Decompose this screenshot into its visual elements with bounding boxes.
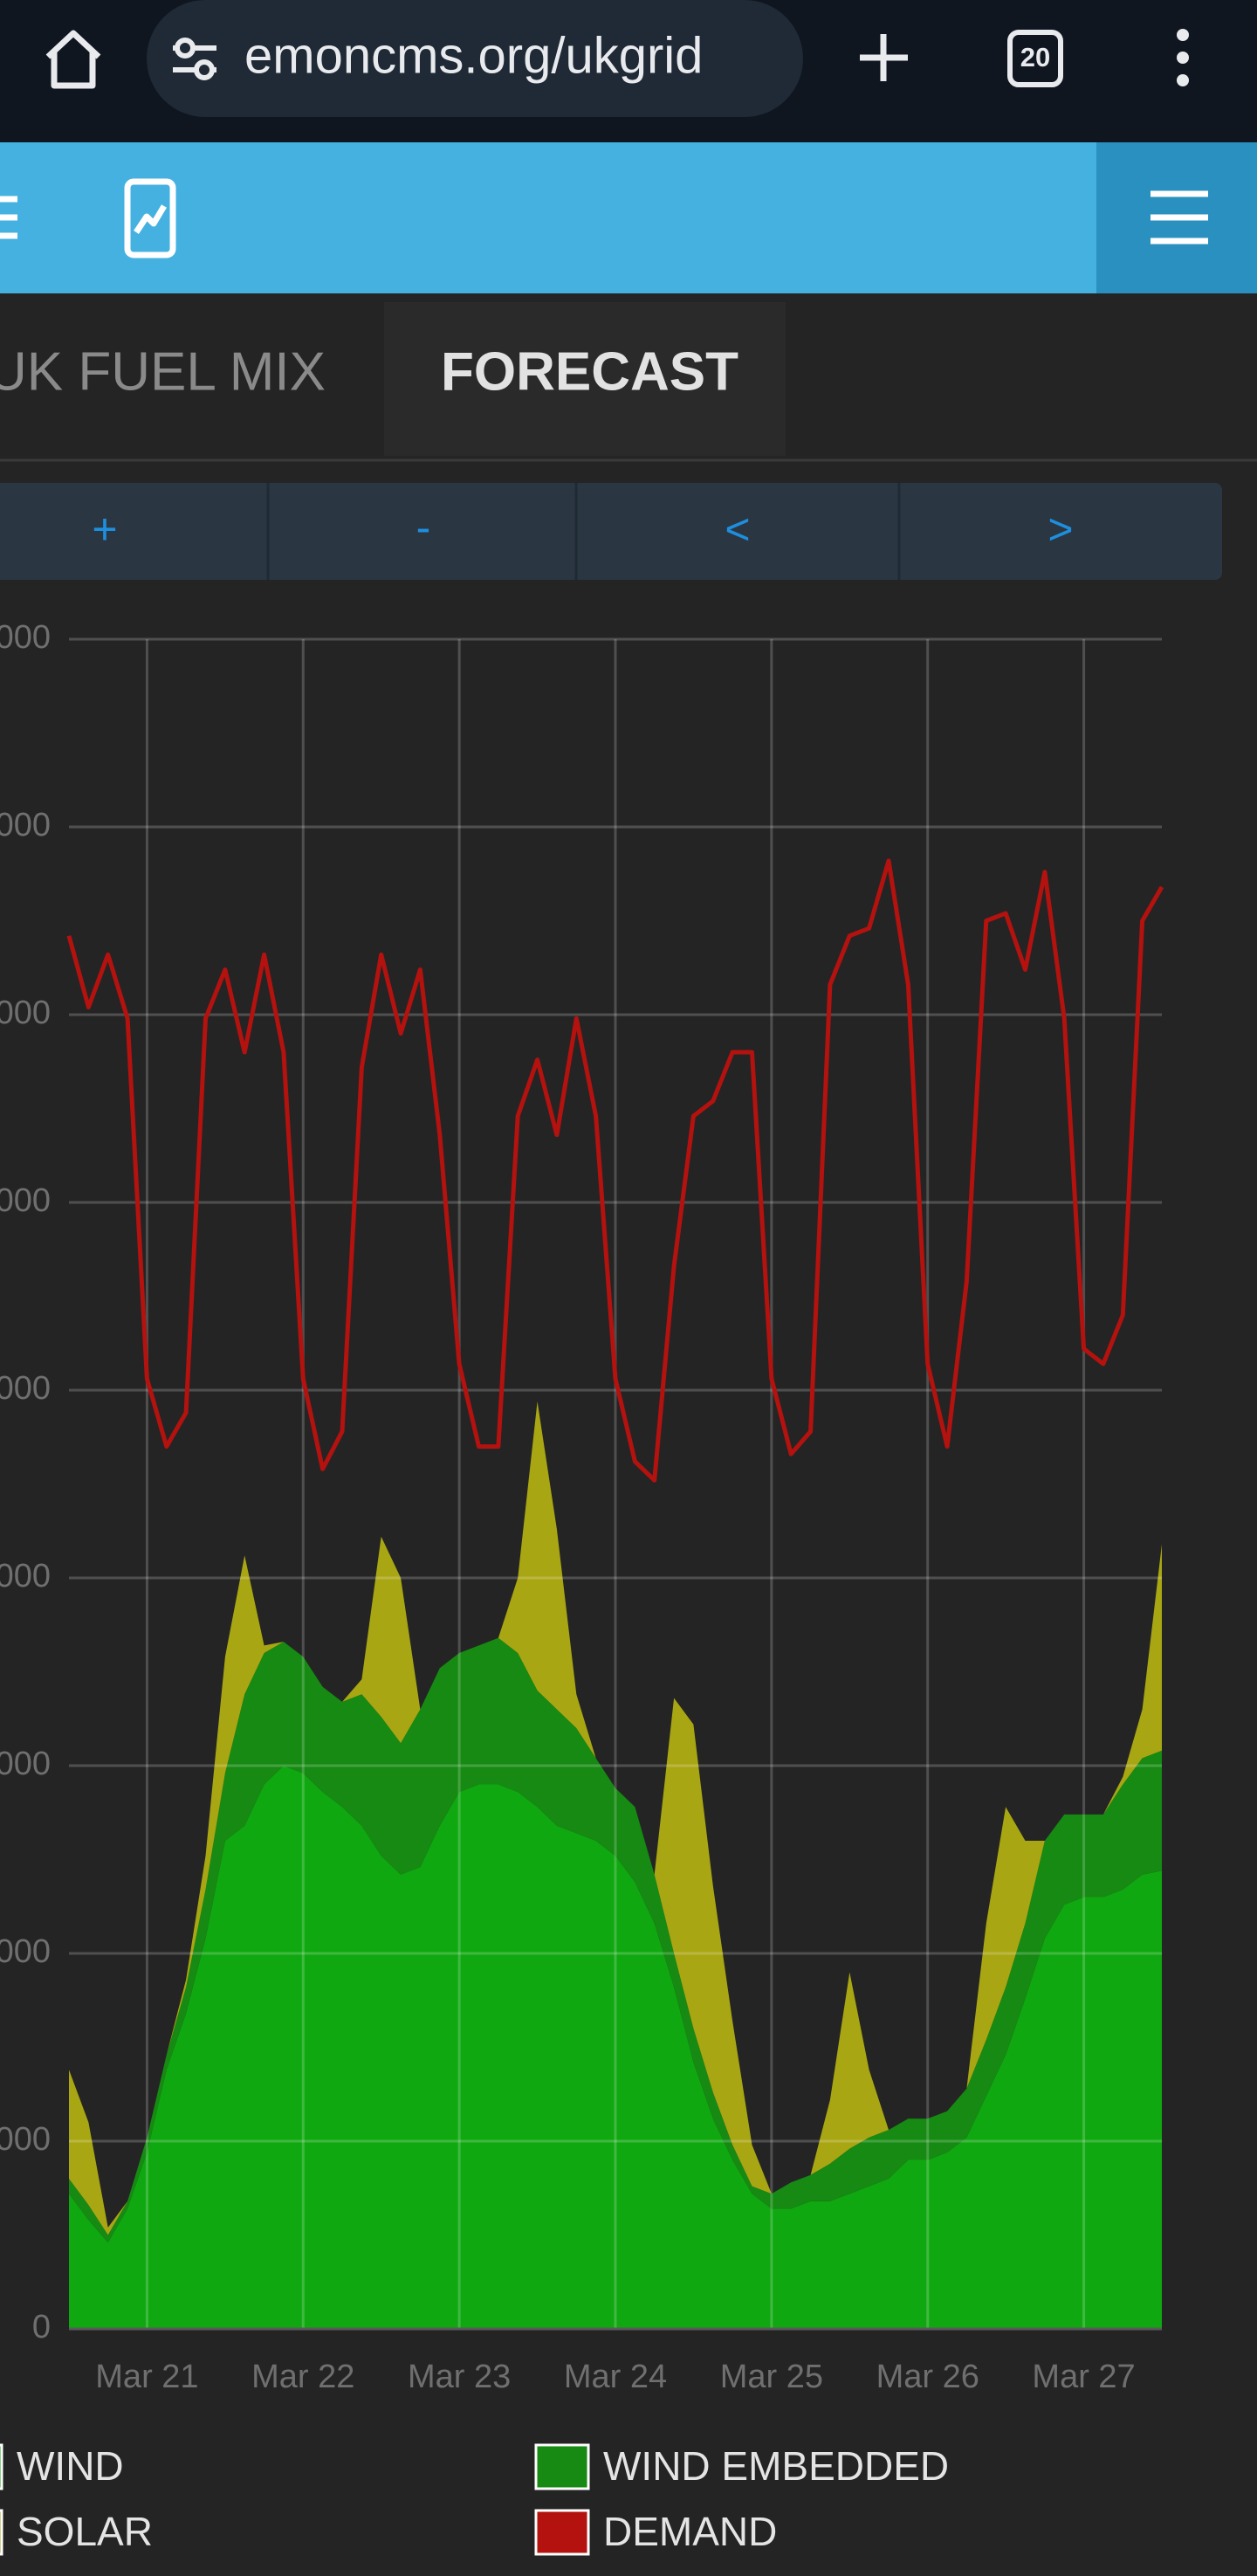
y-tick-label: 30000 [0, 1182, 51, 1219]
y-tick-label: 5000 [0, 2121, 51, 2158]
zoom-out-button[interactable]: - [416, 503, 431, 552]
chart: 0 5000 10000 15000 20000 25000 30000 35000 40000… [0, 619, 1164, 2556]
legend-swatch [534, 2509, 590, 2556]
x-tick-label: Mar 26 [876, 2359, 979, 2395]
pan-left-button[interactable]: < [725, 505, 750, 554]
active-tab[interactable] [384, 302, 786, 456]
tab[interactable]: UK FUEL MIX [0, 341, 326, 402]
y-tick-label: 40000 [0, 807, 51, 844]
menu-icon [1151, 190, 1208, 245]
area [69, 1766, 1162, 2329]
new-tab-button[interactable] [860, 34, 908, 81]
y-tick-label: 35000 [0, 995, 51, 1031]
tab[interactable]: FORECAST [441, 341, 738, 402]
x-tick-label: Mar 27 [1032, 2359, 1135, 2395]
y-tick-label: 0 [32, 2309, 51, 2345]
tab-switcher[interactable] [1007, 30, 1063, 87]
url-text[interactable]: emoncms.org/ukgrid [244, 27, 703, 84]
x-tick-label: Mar 21 [95, 2359, 198, 2395]
zoom-in-button[interactable]: + [92, 505, 117, 554]
site-settings-icon[interactable] [173, 38, 216, 80]
menu-button[interactable] [1177, 29, 1189, 86]
home-button[interactable] [45, 30, 101, 89]
legend-label: DEMAND [603, 2509, 777, 2554]
controls-bar [0, 483, 1222, 580]
x-tick-label: Mar 22 [251, 2359, 354, 2395]
legend-swatch [0, 2443, 3, 2490]
y-tick-label: 15000 [0, 1746, 51, 1782]
side-menu-icon[interactable] [0, 196, 17, 239]
legend-label: SOLAR [17, 2509, 153, 2554]
app-logo[interactable] [124, 178, 176, 258]
control-separators [266, 483, 901, 580]
x-tick-label: Mar 23 [408, 2359, 511, 2395]
legend-label: WIND EMBEDDED [603, 2443, 949, 2489]
url-bar[interactable] [147, 0, 803, 117]
app-header [0, 142, 1257, 293]
legend-swatch [534, 2443, 590, 2490]
tab-count: 20 [1020, 42, 1050, 72]
area [69, 1637, 1162, 2243]
pan-right-button[interactable]: > [1048, 505, 1073, 554]
line [66, 858, 1164, 1483]
y-tick-label: 25000 [0, 1370, 51, 1407]
legend-label: WIND [17, 2443, 124, 2489]
y-tick-label: 10000 [0, 1933, 51, 1970]
y-tick-label: 45000 [0, 619, 51, 656]
x-tick-label: Mar 24 [564, 2359, 667, 2395]
x-tick-label: Mar 25 [720, 2359, 823, 2395]
y-tick-label: 20000 [0, 1558, 51, 1595]
legend-swatch [0, 2509, 3, 2556]
